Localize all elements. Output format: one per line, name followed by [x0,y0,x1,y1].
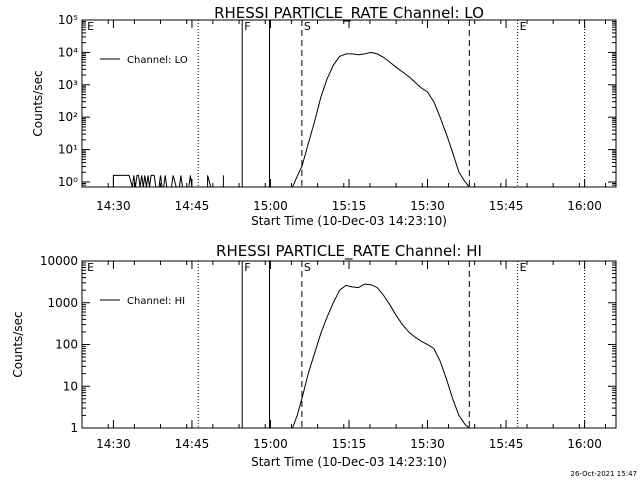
x-tick-label: 14:30 [96,199,131,213]
y-tick-label: 10⁰ [58,175,78,189]
x-tick-label: 15:30 [410,199,445,213]
x-tick-label: 14:45 [175,437,210,451]
x-tick-label: 15:45 [489,437,524,451]
x-tick-label: 15:15 [332,199,367,213]
series-line-lo [112,174,224,188]
y-tick-label: 10³ [58,78,78,92]
x-tick-label: 15:30 [410,437,445,451]
x-tick-label: 15:15 [332,437,367,451]
event-marker-label: E [520,20,527,33]
event-marker-label: E [87,261,94,274]
x-tick-label: 15:00 [253,199,288,213]
x-tick-label: 14:45 [175,199,210,213]
chart-panel-lo: RHESSI PARTICLE_RATE Channel: LO 14:30 14:… [31,4,617,228]
y-tick-label: 10⁵ [58,13,78,27]
y-tick-label: 10 [63,379,78,393]
y-tick-label: 10¹ [58,143,78,157]
event-marker-label: S [304,261,311,274]
legend-label: Channel: HI [127,296,185,307]
x-tick-label: 16:00 [567,199,602,213]
x-axis-label: Start Time (10-Dec-03 14:23:10) [251,455,447,469]
chart-panel-hi: RHESSI PARTICLE_RATE Channel: HI 14:30 14:… [11,242,617,469]
x-tick-label: 14:30 [96,437,131,451]
chart-title: RHESSI PARTICLE_RATE Channel: HI [216,242,482,261]
legend-label: Channel: LO [127,55,188,66]
series-line-hi [292,283,470,429]
event-marker-label: E [87,20,94,33]
y-tick-label: 100 [55,338,78,352]
y-tick-label: 10000 [40,254,78,268]
x-axis-label: Start Time (10-Dec-03 14:23:10) [251,214,447,228]
y-tick-label: 10² [58,110,78,124]
y-tick-label: 1000 [47,296,78,310]
x-tick-label: 15:00 [253,437,288,451]
y-axis-label: Counts/sec [31,70,45,136]
y-axis-label: Counts/sec [11,311,25,377]
event-marker-label: E [520,261,527,274]
event-marker-label: S [304,20,311,33]
x-tick-label: 16:00 [567,437,602,451]
event-marker-label: F [244,261,250,274]
event-marker-label: F [244,20,250,33]
x-tick-label: 15:45 [489,199,524,213]
series-line-lo [292,51,470,188]
chart-title: RHESSI PARTICLE_RATE Channel: LO [214,4,484,23]
y-tick-label: 10⁴ [58,45,78,59]
y-tick-label: 1 [70,421,78,435]
generation-timestamp: 26-Oct-2021 15:47 [571,470,637,478]
